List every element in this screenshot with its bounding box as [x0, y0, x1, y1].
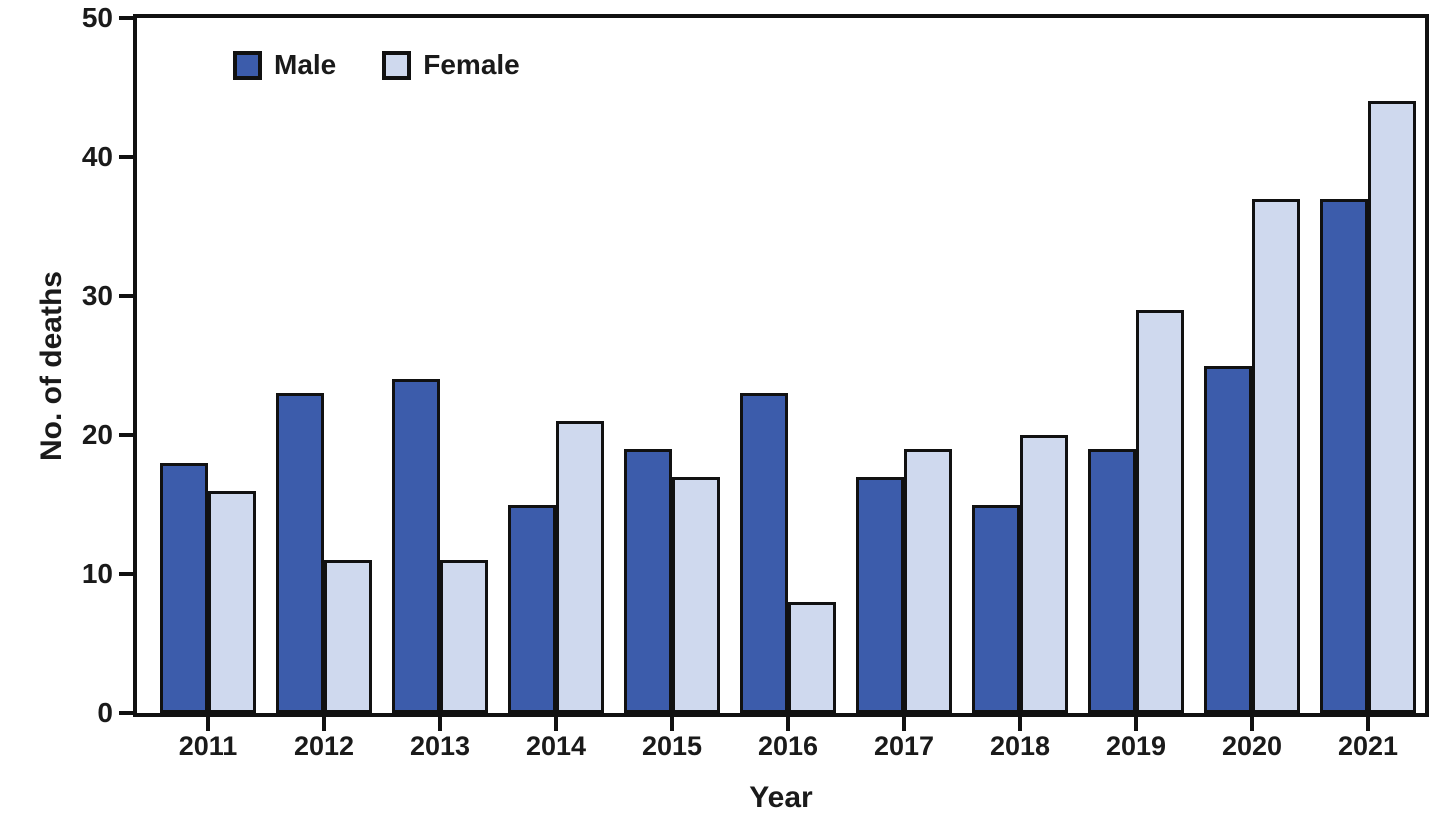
- bar-female-2012: [324, 560, 372, 713]
- bar-male-2013: [392, 379, 440, 713]
- bar-group-2017: [856, 18, 952, 713]
- bar-group-2020: [1204, 18, 1300, 713]
- bar-female-2017: [904, 448, 952, 713]
- x-axis-tick: [1134, 717, 1138, 731]
- bar-female-2011: [208, 490, 256, 713]
- bar-female-2018: [1020, 435, 1068, 713]
- x-axis-tick-label: 2021: [1337, 731, 1399, 761]
- bar-male-2011: [160, 462, 208, 713]
- bar-male-2018: [972, 504, 1020, 713]
- x-axis-tick-label: 2019: [1105, 731, 1167, 761]
- bar-female-2015: [672, 476, 720, 713]
- bar-group-2016: [740, 18, 836, 713]
- x-axis-tick: [322, 717, 326, 731]
- y-axis-tick: [119, 433, 133, 437]
- bar-female-2021: [1368, 101, 1416, 713]
- y-axis-tick: [119, 294, 133, 298]
- bar-group-2015: [624, 18, 720, 713]
- y-axis-tick: [119, 711, 133, 715]
- y-axis-tick: [119, 572, 133, 576]
- bar-male-2016: [740, 393, 788, 713]
- x-axis-tick-label: 2016: [757, 731, 819, 761]
- legend: Male Female: [233, 50, 520, 80]
- x-axis-tick: [902, 717, 906, 731]
- bar-group-2013: [392, 18, 488, 713]
- bar-group-2019: [1088, 18, 1184, 713]
- y-axis-tick-label: 20: [81, 419, 113, 450]
- legend-swatch-female: [382, 50, 412, 80]
- bar-female-2013: [440, 560, 488, 713]
- x-axis-tick: [438, 717, 442, 731]
- y-axis-tick-label: 30: [81, 280, 113, 311]
- plot-area: Male Female 0 10 20 30 40 50 2011 2012 2013 2014 2…: [82, 2, 1429, 761]
- x-axis-tick: [1018, 717, 1022, 731]
- x-axis-title: Year: [749, 781, 813, 814]
- bar-male-2015: [624, 448, 672, 713]
- bar-male-2014: [508, 504, 556, 713]
- bar-group-2018: [972, 18, 1068, 713]
- x-axis-tick: [554, 717, 558, 731]
- legend-label-female: Female: [423, 49, 520, 80]
- bar-male-2012: [276, 393, 324, 713]
- x-axis-tick-label: 2011: [178, 731, 238, 761]
- bar-male-2021: [1320, 198, 1368, 713]
- x-axis-tick-label: 2015: [641, 731, 703, 761]
- bar-male-2019: [1088, 448, 1136, 713]
- legend-label-male: Male: [274, 49, 337, 80]
- x-axis-tick: [206, 717, 210, 731]
- bar-female-2020: [1252, 198, 1300, 713]
- bar-male-2017: [856, 476, 904, 713]
- legend-item-female: Female: [382, 50, 520, 80]
- y-axis-tick: [119, 16, 133, 20]
- x-axis-tick: [670, 717, 674, 731]
- bar-female-2016: [788, 601, 836, 713]
- legend-item-male: Male: [233, 50, 336, 80]
- y-axis-tick: [119, 155, 133, 159]
- bar-group-2014: [508, 18, 604, 713]
- bar-male-2020: [1204, 365, 1252, 713]
- x-axis-tick-label: 2020: [1221, 731, 1283, 761]
- bar-group-2021: [1320, 18, 1416, 713]
- bar-female-2014: [556, 421, 604, 713]
- legend-swatch-male: [233, 50, 262, 80]
- y-axis-tick-label: 0: [97, 697, 113, 728]
- y-axis-tick-label: 40: [81, 141, 113, 172]
- bar-group-2012: [276, 18, 372, 713]
- x-axis-tick-label: 2017: [873, 731, 935, 761]
- x-axis-tick: [1250, 717, 1254, 731]
- y-axis-tick-label: 50: [81, 2, 113, 33]
- x-axis-tick-label: 2012: [293, 731, 355, 761]
- x-axis-tick-label: 2013: [409, 731, 471, 761]
- x-axis-tick: [786, 717, 790, 731]
- y-axis-tick-label: 10: [81, 558, 113, 589]
- x-axis-tick: [1366, 717, 1370, 731]
- x-axis-tick-label: 2014: [525, 731, 587, 761]
- bar-group-2011: [160, 18, 256, 713]
- x-axis-tick-label: 2018: [989, 731, 1051, 761]
- bar-female-2019: [1136, 309, 1184, 713]
